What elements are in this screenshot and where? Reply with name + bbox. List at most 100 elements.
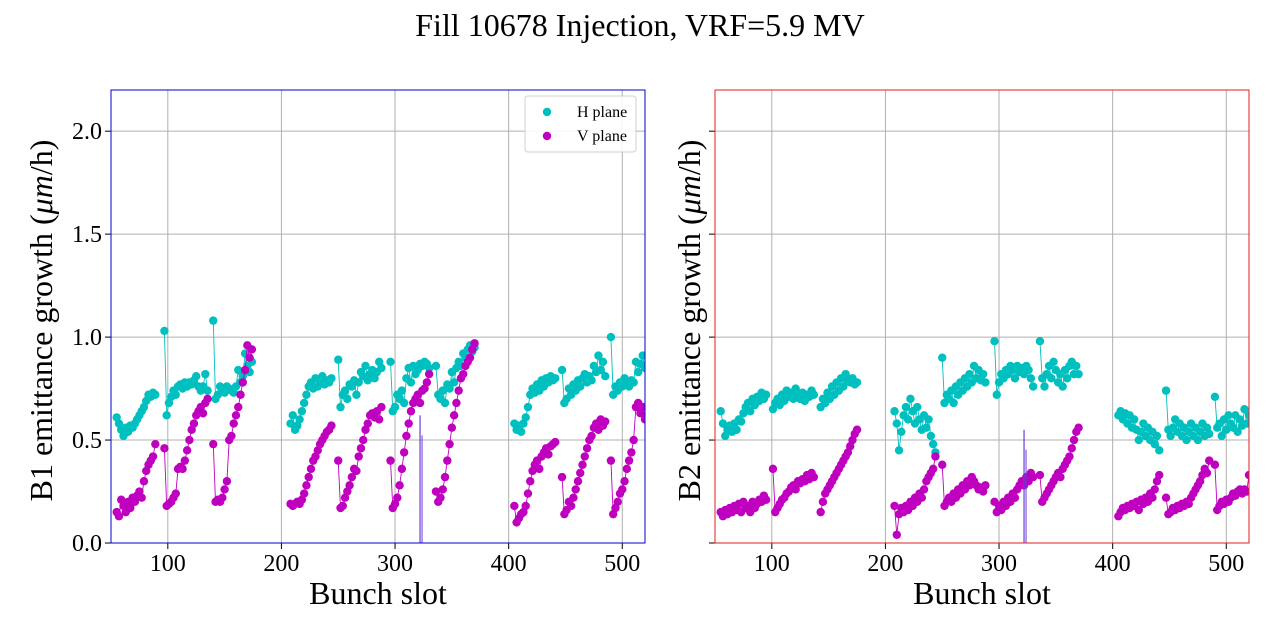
- data-point: [1010, 493, 1020, 502]
- figure-title: Fill 10678 Injection, VRF=5.9 MV: [415, 7, 864, 43]
- data-point: [1069, 435, 1079, 445]
- data-point: [363, 419, 372, 428]
- data-point: [203, 394, 212, 404]
- b1-plot-panel: 100 200 300 400 500 0.0 0.5 1.0 1.5 2.0 Bunch slot…: [23, 89, 646, 611]
- data-point: [424, 363, 434, 373]
- data-point: [160, 326, 169, 336]
- data-point: [901, 402, 911, 412]
- data-point: [397, 386, 407, 395]
- data-point: [761, 495, 771, 504]
- data-point: [523, 489, 533, 498]
- data-point: [938, 460, 947, 469]
- b1-plot-frame: [110, 89, 646, 544]
- data-point: [148, 452, 158, 461]
- data-point: [397, 464, 407, 474]
- b2-plot-area: [716, 337, 1249, 543]
- data-point: [1150, 485, 1159, 494]
- data-point: [965, 369, 974, 379]
- data-point: [897, 427, 906, 437]
- legend: H plane V plane: [524, 95, 637, 153]
- data-point: [171, 489, 180, 498]
- data-point: [361, 361, 370, 371]
- data-point: [917, 493, 926, 502]
- data-point: [1161, 493, 1171, 502]
- data-point: [139, 477, 149, 486]
- data-point: [1244, 411, 1249, 420]
- data-point: [470, 339, 479, 348]
- data-point: [327, 374, 336, 383]
- b2-grid: [715, 90, 1249, 544]
- data-point: [377, 363, 386, 373]
- data-point: [459, 369, 468, 379]
- data-point: [640, 363, 645, 373]
- data-point: [1222, 425, 1231, 434]
- data-point: [438, 485, 447, 494]
- data-point: [436, 493, 445, 502]
- data-point: [1182, 435, 1191, 445]
- b2-plot-frame: [714, 89, 1250, 544]
- data-point: [406, 407, 416, 416]
- data-point: [1210, 460, 1220, 469]
- data-point: [1240, 404, 1249, 414]
- y-tick-label: 2.0: [72, 119, 102, 145]
- data-point: [890, 501, 899, 511]
- data-point: [1155, 446, 1164, 455]
- data-point: [746, 407, 755, 416]
- data-point: [431, 361, 441, 371]
- data-point: [978, 369, 988, 379]
- data-point: [151, 439, 160, 449]
- data-point: [440, 472, 450, 482]
- data-point: [334, 355, 343, 364]
- data-point: [919, 485, 929, 494]
- y-tick-label: 0.0: [72, 531, 102, 557]
- data-point: [1161, 386, 1171, 395]
- legend-marker: [542, 131, 552, 141]
- data-point: [926, 431, 936, 441]
- data-point: [1067, 444, 1076, 453]
- data-point: [613, 497, 622, 507]
- data-point: [185, 435, 194, 445]
- data-point: [629, 435, 638, 445]
- data-point: [449, 411, 459, 420]
- data-point: [981, 481, 990, 490]
- data-point: [1063, 374, 1072, 383]
- x-tick-label: 500: [604, 551, 640, 577]
- data-point: [240, 365, 250, 375]
- data-point: [374, 415, 384, 424]
- data-point: [627, 448, 636, 457]
- data-point: [601, 417, 610, 426]
- data-point: [551, 437, 560, 447]
- data-point: [336, 402, 345, 412]
- data-point: [445, 384, 454, 393]
- data-point: [1134, 505, 1143, 515]
- data-point: [580, 452, 589, 461]
- data-point: [931, 452, 940, 461]
- data-point: [640, 415, 645, 424]
- data-point: [716, 407, 725, 416]
- data-point: [624, 456, 634, 465]
- data-point: [928, 439, 938, 449]
- x-tick-label: 200: [263, 551, 299, 577]
- data-point: [354, 378, 363, 387]
- data-point: [761, 390, 771, 399]
- data-point: [1233, 427, 1242, 437]
- data-point: [818, 497, 828, 507]
- data-point: [126, 503, 135, 513]
- data-point: [395, 481, 404, 490]
- data-point: [299, 398, 309, 408]
- data-point: [638, 351, 645, 360]
- data-point: [894, 446, 904, 455]
- data-point: [422, 378, 432, 387]
- data-point: [1074, 423, 1083, 432]
- data-point: [718, 419, 728, 428]
- data-point: [1072, 361, 1081, 371]
- data-point: [596, 365, 605, 375]
- data-point: [949, 398, 958, 408]
- data-point: [618, 485, 627, 494]
- data-point: [922, 423, 931, 432]
- data-point: [587, 376, 596, 385]
- data-point: [892, 530, 901, 539]
- data-point: [1035, 470, 1045, 480]
- b1-x-axis-label: Bunch slot: [309, 575, 447, 611]
- data-point: [1035, 337, 1045, 346]
